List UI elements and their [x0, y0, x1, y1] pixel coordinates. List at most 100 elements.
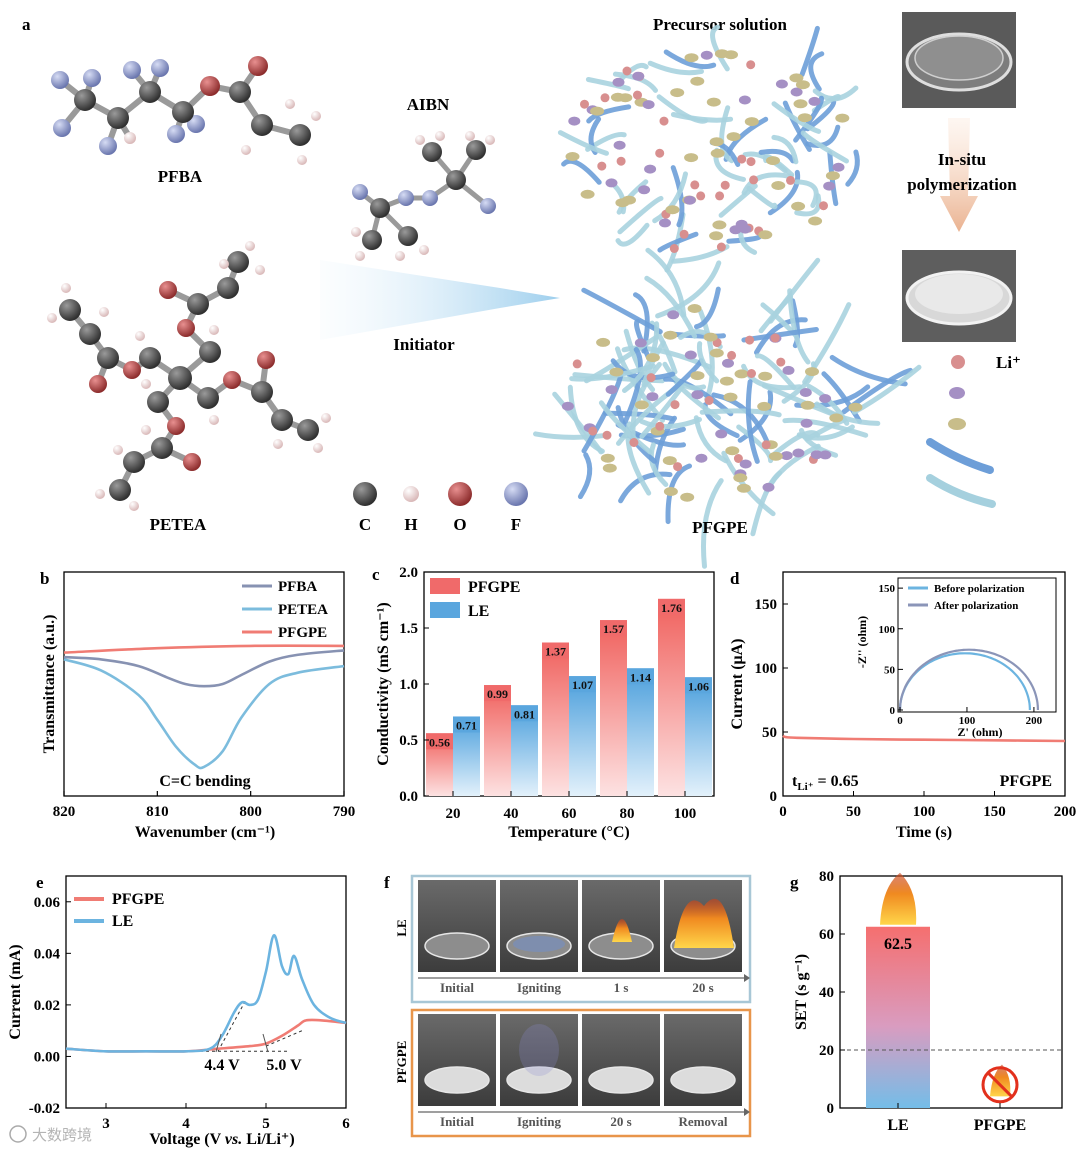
solvent-molecule — [580, 189, 595, 199]
polymer-chain — [639, 384, 685, 439]
polymer-chain — [758, 294, 794, 334]
li-ion — [720, 180, 730, 190]
anion — [605, 385, 618, 395]
chart-c-bar-cap — [627, 668, 654, 685]
solvent-molecule — [634, 400, 649, 410]
chart-c-legend: PFGPE LE — [430, 578, 520, 620]
solvent-molecule — [663, 330, 678, 340]
anion — [638, 185, 651, 195]
li-ion — [679, 229, 689, 239]
li-ion — [602, 430, 612, 440]
solvent-molecule — [829, 413, 844, 423]
chart-e-legend-label-pfgpe: PFGPE — [112, 891, 164, 908]
solvent-molecule — [757, 401, 772, 411]
polymer-chain — [771, 134, 799, 165]
chart-c-bar-cap — [658, 598, 685, 615]
petea-chain-icon — [926, 474, 996, 508]
chart-c-data-label: 1.76 — [661, 601, 682, 615]
chart-d-inset-ytick-label: 50 — [884, 664, 896, 676]
chart-c-bar-cap — [685, 677, 712, 694]
chart-c-ylabel: Conductivity (mS cm⁻¹) — [375, 602, 392, 765]
li-ion — [746, 60, 756, 70]
chart-c-data-label: 1.07 — [572, 678, 593, 692]
anion — [561, 401, 574, 411]
li-ion — [776, 357, 786, 367]
panel-b: b PFBA PETEA PFGPE C=C bending 820 810 800 79… — [40, 569, 355, 841]
burn-test-photo — [418, 880, 496, 972]
polymer-chain — [808, 51, 825, 92]
chart-b-ylabel: Transmittance (a.u.) — [41, 615, 58, 754]
chart-g-ytick-label: 40 — [819, 985, 834, 1001]
onset-5v0-arrow — [262, 1033, 269, 1053]
panel-letter-d: d — [730, 569, 740, 588]
anion — [605, 178, 618, 188]
solvent-molecule — [805, 367, 819, 377]
petri-dish — [670, 1066, 736, 1094]
chart-b-annotation: C=C bending — [159, 773, 250, 790]
anion — [739, 459, 752, 469]
burn-step-label: 20 s — [692, 980, 713, 995]
solvent-molecule — [758, 371, 773, 381]
burn-test-photo — [664, 1014, 742, 1106]
chart-d-inset-ytick-label: 0 — [890, 705, 896, 717]
pfgpe-network-illustration — [533, 247, 922, 569]
polymer-chain — [700, 478, 724, 569]
chart-e-xlabel: Voltage (V vs. Li/Li⁺) — [149, 1131, 294, 1148]
solvent-molecule — [600, 453, 615, 463]
solvent-molecule — [791, 201, 806, 211]
burn-test-photo — [500, 1014, 578, 1106]
chart-b-xtick-label: 810 — [146, 804, 169, 820]
solvent-molecule — [670, 88, 685, 98]
chart-d-ytick-label: 0 — [770, 789, 778, 805]
chart-g-ytick-label: 80 — [819, 869, 834, 885]
solvent-molecule — [733, 473, 748, 483]
polymer-chain — [662, 361, 707, 391]
petea-molecule: PETEA — [47, 241, 331, 534]
anion — [646, 392, 659, 402]
solvent-molecule — [734, 369, 749, 379]
chart-g-bar-le — [866, 926, 930, 1108]
chart-e-ytick-label: 0.00 — [34, 1049, 60, 1065]
polymer-chain — [737, 389, 774, 443]
anion-ellipse — [949, 387, 965, 399]
polymer-chain — [845, 149, 860, 187]
polymer-chain — [782, 417, 869, 438]
li-ion — [690, 180, 700, 190]
chart-e-legend-label-le: LE — [112, 913, 133, 930]
solvent-ellipse — [948, 418, 966, 430]
polymer-chain — [741, 172, 794, 196]
burn-strip-label-le: LE — [394, 919, 409, 936]
polymer-chain — [641, 340, 666, 388]
li-ion — [616, 156, 626, 166]
polymer-chain — [767, 169, 801, 216]
li-ion — [670, 400, 680, 410]
polymer-chain — [800, 130, 849, 164]
anion — [800, 418, 813, 428]
li-ion — [749, 175, 759, 185]
anion — [722, 358, 734, 368]
li-ion — [786, 175, 795, 185]
chart-c-ytick-label: 2.0 — [399, 565, 418, 581]
chart-c-data-label: 1.57 — [603, 622, 624, 636]
petri-dish — [588, 1066, 654, 1094]
polymer-chain — [639, 417, 702, 429]
chart-b-plot — [63, 644, 345, 770]
li-ion — [633, 90, 642, 100]
polymer-chain — [625, 421, 652, 496]
polymer-chain — [794, 179, 819, 208]
li-ion — [727, 350, 737, 360]
anion — [819, 394, 832, 403]
solvent-molecule — [590, 106, 605, 116]
chart-b-legend-label-pfgpe: PFGPE — [278, 625, 327, 641]
polymer-chain — [569, 363, 656, 382]
polymer-chain — [771, 101, 822, 134]
chart-c-xtick-label: 100 — [674, 806, 697, 822]
onset-4v4-arrow — [215, 1033, 222, 1053]
burn-test-photo — [500, 880, 578, 972]
timeline-arrowhead-icon — [744, 1108, 750, 1116]
chart-c-bar-pfgpe — [600, 620, 627, 796]
pfba-chain-icon — [926, 438, 994, 474]
li-ion — [629, 438, 639, 447]
chart-g-xtick-label: PFGPE — [974, 1117, 1026, 1134]
